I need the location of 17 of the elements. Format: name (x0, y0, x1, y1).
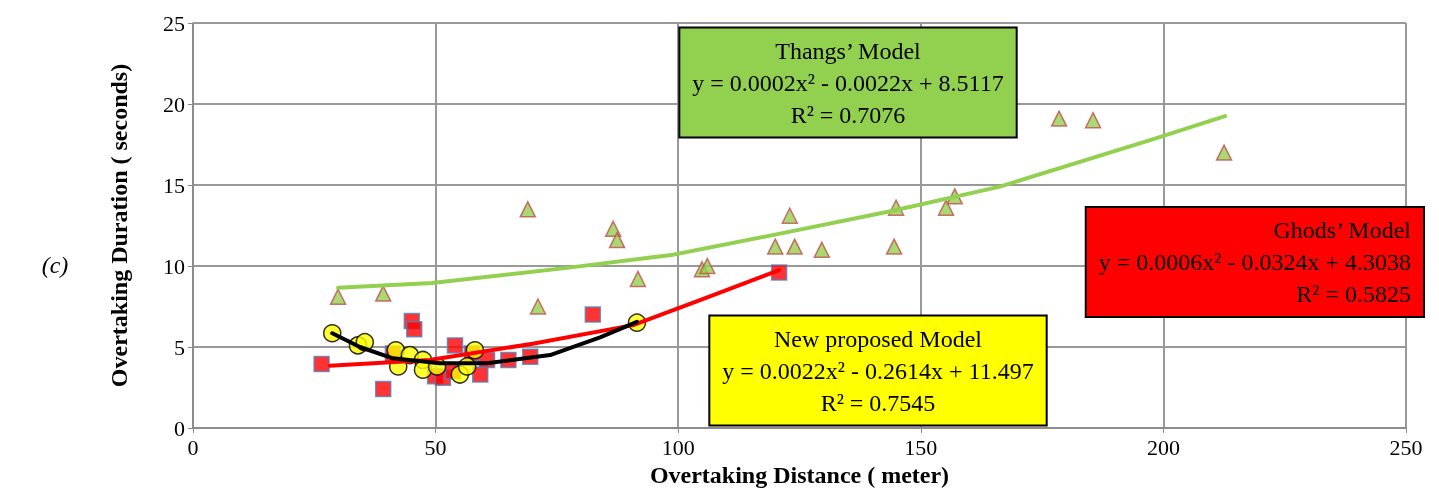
annotation: Thangs’ Model y = 0.0002x² - 0.0022x + 8.5117 R² = 0.7076 (692, 37, 1004, 128)
y-tick-label: 20 (163, 91, 185, 117)
annotation: New proposed Model y = 0.0022x² - 0.2614x + 11.497 R² = 0.7545 (722, 325, 1034, 416)
x-axis-title: Overtaking Distance ( meter) (649, 461, 950, 488)
x-tick-label: 250 (1389, 434, 1423, 460)
y-tick-label: 15 (163, 172, 185, 198)
text: (c) (41, 252, 69, 278)
x-tick-label: 100 (661, 434, 695, 460)
annotation: Ghods’ Model y = 0.0006x² - 0.0324x + 4.3038 R² = 0.5825 (1098, 217, 1412, 307)
x-tick-label: 150 (904, 434, 938, 460)
y-tick-label: 0 (174, 415, 185, 441)
y-tick-label: 5 (174, 334, 185, 360)
y-tick-label: 10 (163, 253, 185, 279)
x-tick-label: 200 (1146, 434, 1180, 460)
y-axis-title: Overtaking Duration ( seconds) (106, 63, 132, 388)
y-tick-label: 25 (163, 10, 185, 36)
x-tick-label: 50 (424, 434, 447, 460)
